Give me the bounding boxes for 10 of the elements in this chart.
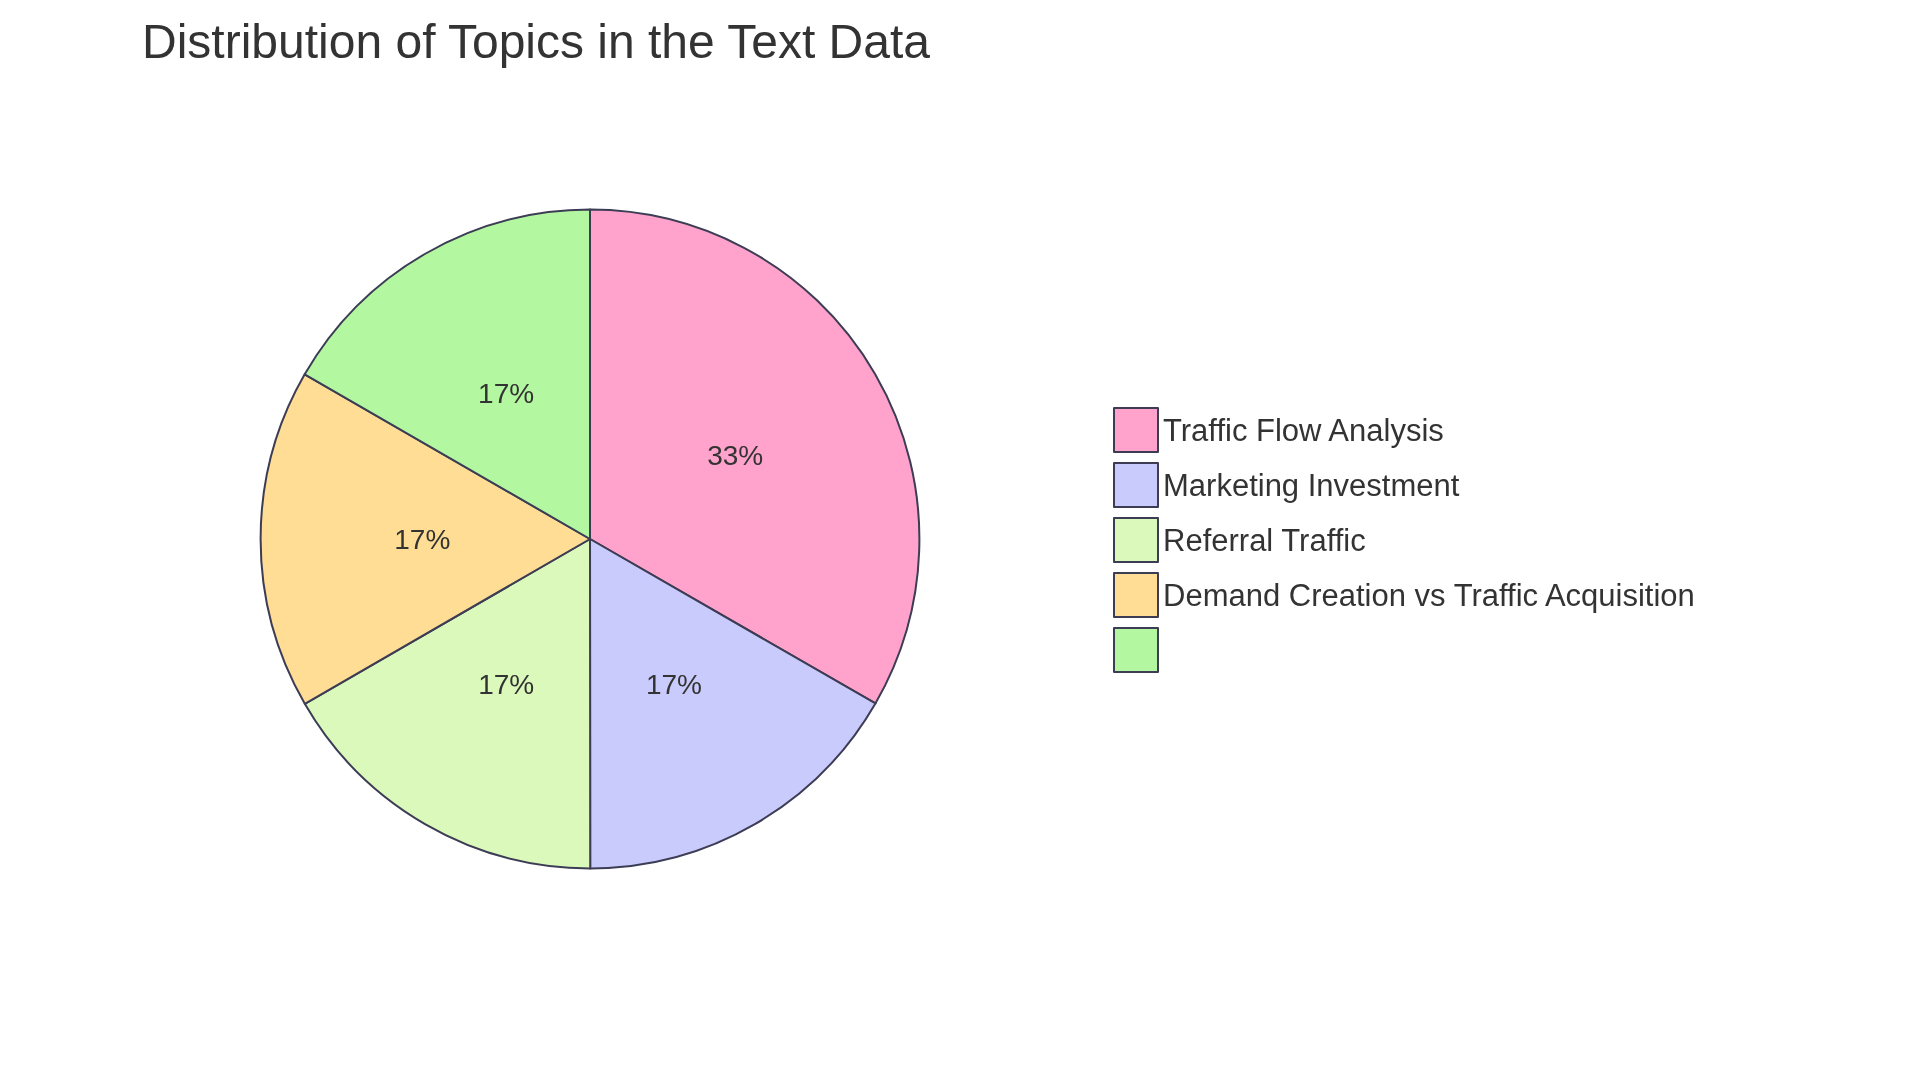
legend-label: Marketing Investment bbox=[1163, 467, 1460, 503]
legend-label: Referral Traffic bbox=[1163, 522, 1366, 558]
data-label: 33% bbox=[707, 439, 764, 471]
data-label: 17% bbox=[645, 668, 702, 700]
legend-label: Traffic Flow Analysis bbox=[1163, 412, 1444, 448]
chart-title: Distribution of Topics in the Text Data bbox=[142, 14, 931, 68]
data-label: 17% bbox=[478, 668, 535, 700]
data-label: 17% bbox=[394, 523, 451, 555]
legend-label: Demand Creation vs Traffic Acquisition bbox=[1163, 577, 1695, 613]
data-label: 17% bbox=[478, 378, 535, 410]
